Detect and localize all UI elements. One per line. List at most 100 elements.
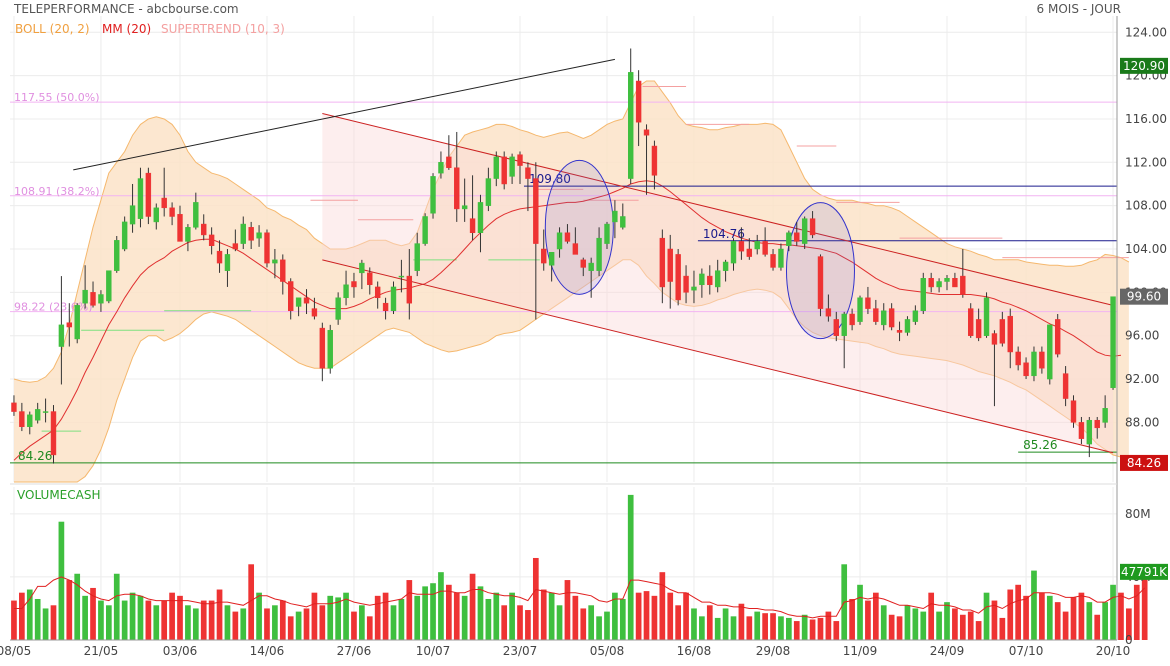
candle-body (896, 330, 903, 333)
price-badge (1120, 57, 1168, 74)
volume-bar (461, 595, 468, 640)
candle-body (849, 313, 855, 326)
volume-bar (857, 584, 863, 640)
volume-bar (366, 616, 373, 640)
volume-bar (430, 583, 436, 640)
volume-bar (50, 605, 57, 640)
price-badge-label: 99.60 (1127, 290, 1161, 304)
candle-body (232, 243, 239, 250)
candle-body (201, 223, 207, 236)
volume-bar (445, 584, 452, 640)
volume-bar (699, 616, 705, 640)
volume-bar (896, 616, 903, 640)
fibonacci-label: 108.91 (38.2%) (14, 185, 100, 198)
legend-supertrend[interactable]: SUPERTREND (10, 3) (161, 22, 285, 36)
candle-body (390, 286, 397, 312)
candle-body (493, 156, 499, 179)
volume-bar (991, 600, 998, 640)
candle-body (106, 270, 112, 302)
price-axis-label: 92.00 (1125, 372, 1159, 386)
candle-body (612, 210, 618, 223)
legend-boll[interactable]: BOLL (20, 2) (15, 22, 90, 36)
candle-body (351, 281, 357, 288)
candle-body (430, 176, 436, 214)
volume-bar (485, 598, 492, 640)
date-axis-label: 03/06 (163, 644, 198, 658)
volume-bar (501, 605, 508, 640)
volume-bar (311, 592, 318, 640)
volume-bar (912, 608, 919, 640)
moving-average-line (13, 180, 1122, 461)
volume-bar (453, 592, 460, 640)
candle-body (920, 278, 926, 312)
volume-bar (770, 613, 776, 640)
period-label[interactable]: 6 MOIS - JOUR (1037, 2, 1121, 16)
volume-bar (643, 591, 650, 640)
volume-bar (98, 600, 104, 640)
price-axis-label: 104.00 (1125, 242, 1167, 256)
candle-body (888, 308, 895, 328)
candle-body (809, 218, 816, 236)
candle-body (525, 167, 531, 179)
candle-body (90, 292, 96, 306)
candle-body (936, 281, 942, 288)
candle-body (1070, 400, 1077, 423)
candle-body (707, 275, 713, 286)
candle-body (193, 202, 199, 228)
volume-axis-label: 0 (1125, 633, 1133, 647)
date-axis-label: 11/09 (843, 644, 878, 658)
candle-body (1086, 419, 1093, 445)
volume-bar (683, 592, 689, 640)
volume-bar (793, 621, 800, 640)
volume-bar (113, 573, 120, 640)
date-axis-label: 24/09 (930, 644, 965, 658)
candle-body (240, 223, 246, 244)
candle-body (185, 227, 191, 242)
volume-bar (287, 616, 294, 640)
rising-trendline (73, 58, 615, 171)
candle-body (1062, 373, 1069, 399)
volume-bar (1054, 602, 1061, 640)
candle-body (865, 297, 871, 309)
bollinger-band-fill (14, 81, 1129, 482)
candle-body (786, 232, 792, 246)
candle-body (367, 272, 373, 286)
price-axis-label: 124.00 (1125, 25, 1167, 39)
volume-average-line (14, 576, 1146, 619)
annotation-ellipse (544, 159, 614, 295)
candle-body (604, 223, 610, 244)
volume-bar (525, 610, 531, 640)
volume-bar (849, 598, 855, 640)
price-axis-label: 88.00 (1125, 415, 1159, 429)
volume-bar (1118, 592, 1124, 640)
candle-body (264, 232, 270, 264)
volume-bar (730, 616, 737, 640)
candle-body (34, 409, 41, 421)
volume-bar (469, 573, 476, 640)
volume-bar (722, 608, 729, 640)
price-badge (1120, 454, 1168, 471)
volume-bar (754, 611, 761, 640)
candle-body (280, 259, 286, 282)
volume-bar (706, 605, 713, 640)
volume-bar (904, 605, 911, 640)
volume-bar (169, 592, 175, 640)
candle-body (1047, 324, 1053, 380)
volume-bar (1070, 597, 1077, 640)
candle-body (944, 278, 950, 282)
volume-bar (833, 621, 840, 640)
bollinger-lower-line (14, 259, 1129, 483)
candle-body (114, 240, 120, 271)
candle-body (628, 72, 634, 179)
date-axis-label: 27/06 (337, 644, 372, 658)
candle-body (374, 286, 381, 299)
candle-body (303, 297, 310, 304)
candle-body (770, 254, 776, 268)
legend-mm[interactable]: MM (20) (102, 22, 151, 36)
volume-bar (651, 595, 658, 640)
volume-bar (11, 600, 17, 640)
candle-body (382, 302, 389, 312)
volume-label: VOLUMECASH (17, 488, 100, 502)
horizontal-level-label: 84.26 (18, 449, 52, 463)
